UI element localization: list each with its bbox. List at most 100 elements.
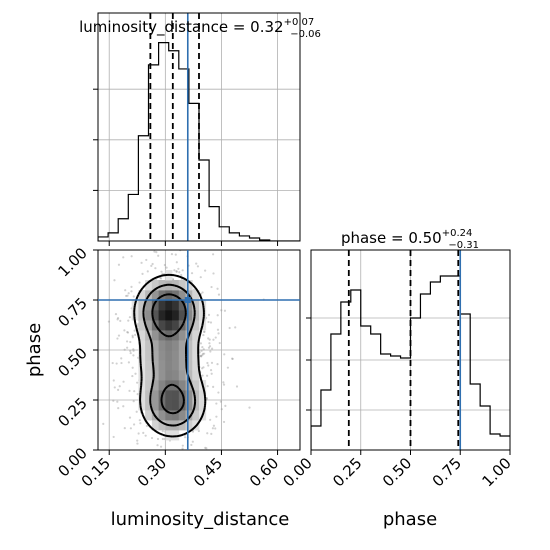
density-cell <box>192 350 200 361</box>
scatter-point <box>216 314 219 317</box>
scatter-point <box>145 424 149 428</box>
scatter-point <box>126 346 129 349</box>
scatter-point <box>129 427 132 430</box>
density-cell <box>185 360 193 371</box>
scatter-point <box>134 333 137 337</box>
histogram-step-phase <box>311 275 510 450</box>
scatter-point <box>139 422 142 425</box>
density-cell <box>151 300 159 311</box>
density-cell <box>185 390 193 401</box>
scatter-point <box>202 348 205 351</box>
density-cell <box>138 360 146 371</box>
scatter-point <box>214 427 217 430</box>
scatter-point <box>131 336 134 339</box>
scatter-point <box>122 405 125 408</box>
scatter-point <box>117 407 120 410</box>
scatter-point <box>112 379 115 382</box>
x-tick-label: 0.00 <box>279 454 315 490</box>
density-cell <box>145 340 153 351</box>
scatter-point <box>207 320 210 324</box>
scatter-point <box>113 386 116 389</box>
density-cell <box>138 290 146 301</box>
density-cell <box>138 320 146 331</box>
scatter-point <box>201 352 205 355</box>
scatter-point <box>173 269 176 272</box>
density-cell <box>192 390 200 401</box>
scatter-point <box>114 313 118 316</box>
scatter-point <box>153 250 156 253</box>
scatter-point <box>135 410 138 413</box>
density-cell <box>138 350 146 361</box>
density-cell <box>165 400 173 411</box>
scatter-point <box>197 429 200 433</box>
scatter-point <box>219 400 223 403</box>
scatter-point <box>134 372 137 375</box>
scatter-point <box>190 443 193 447</box>
scatter-point <box>223 353 226 356</box>
scatter-point <box>204 446 207 449</box>
density-cell <box>178 350 186 361</box>
density-cell <box>178 330 186 341</box>
scatter-point <box>205 374 209 377</box>
density-cell <box>151 420 159 431</box>
scatter-point <box>207 346 211 349</box>
scatter-point <box>136 393 139 396</box>
x-tick-label: 0.25 <box>329 454 365 490</box>
scatter-point <box>136 439 139 442</box>
density-cell <box>138 390 146 401</box>
x-axis-label-luminosity-distance: luminosity_distance <box>111 509 290 530</box>
scatter-point <box>107 320 111 323</box>
density-cell <box>158 410 166 421</box>
density-cell <box>192 320 200 331</box>
density-cell <box>145 380 153 391</box>
scatter-point <box>132 295 135 298</box>
density-cell <box>158 380 166 391</box>
scatter-point <box>210 361 214 364</box>
density-cell <box>185 420 193 431</box>
scatter-point <box>120 361 123 365</box>
scatter-point <box>201 345 204 349</box>
scatter-point <box>170 252 174 256</box>
scatter-point <box>181 447 184 450</box>
density-cell <box>158 360 166 371</box>
scatter-point <box>156 444 159 447</box>
scatter-point <box>190 272 194 275</box>
scatter-point <box>112 435 115 439</box>
density-cell <box>138 300 146 311</box>
scatter-point <box>137 432 140 435</box>
density-cell <box>151 280 159 291</box>
scatter-point <box>130 255 133 258</box>
scatter-point <box>202 333 205 337</box>
density-cell <box>185 320 193 331</box>
density-cell <box>192 340 200 351</box>
density-cell <box>192 410 200 421</box>
scatter-point <box>220 408 223 411</box>
histogram-title-luminosity-distance: luminosity_distance = 0.32+0.07 −0.06 <box>79 17 321 40</box>
scatter-point <box>217 332 220 335</box>
density-cell <box>151 390 159 401</box>
scatter-point <box>248 406 251 409</box>
scatter-point <box>200 355 203 358</box>
scatter-point <box>207 337 210 340</box>
scatter-point <box>199 276 202 279</box>
scatter-point <box>123 427 126 430</box>
density-cell <box>172 360 180 371</box>
scatter-point <box>132 349 135 352</box>
scatter-point <box>145 258 148 262</box>
density-cell <box>165 320 173 331</box>
density-cell <box>151 370 159 381</box>
scatter-point <box>217 391 220 394</box>
scatter-point <box>235 385 239 388</box>
density-panel-luminosity-distance-vs-phase: 0.15 0.30 0.45 0.600.000.250.500.751.00 lum… <box>24 244 301 530</box>
density-cell <box>178 300 186 311</box>
scatter-point <box>215 415 218 418</box>
scatter-point <box>211 427 215 430</box>
scatter-point <box>210 285 213 289</box>
scatter-point <box>201 353 204 357</box>
scatter-point <box>131 366 134 369</box>
scatter-point <box>136 324 139 327</box>
density-cell <box>165 330 173 341</box>
scatter-point <box>113 279 116 282</box>
scatter-point <box>128 416 132 419</box>
